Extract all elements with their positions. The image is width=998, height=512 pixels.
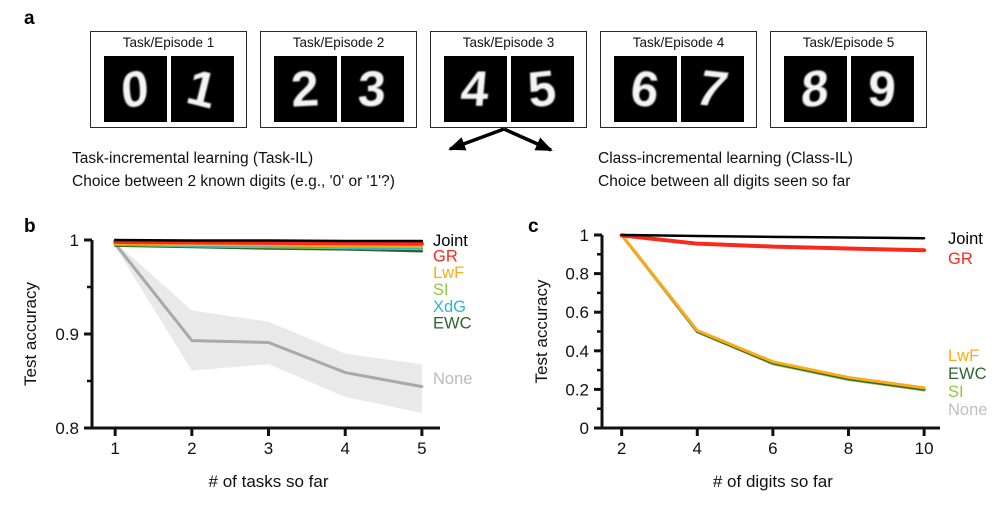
mnist-digit-glyph: 2 [289, 60, 321, 118]
y-tick-label: 1 [580, 226, 589, 245]
mnist-digit-image: 1 [170, 56, 234, 122]
x-tick-label: 10 [915, 439, 934, 458]
mnist-digit-image: 2 [273, 56, 337, 122]
legend-label-none: None [948, 401, 987, 419]
panel-a-label: a [24, 8, 35, 29]
x-tick-label: 3 [264, 439, 273, 458]
series-line-ewc [620, 233, 926, 391]
task-il-line1: Task-incremental learning (Task-IL) [72, 150, 314, 167]
mnist-digit-glyph: 4 [458, 61, 492, 117]
task-episode-title: Task/Episode 2 [292, 35, 385, 50]
confidence-band-none [115, 241, 422, 413]
arrow-to-task-il [448, 127, 505, 151]
y-tick-label: 0.6 [565, 303, 589, 322]
mnist-digit-image: 4 [443, 56, 507, 122]
x-tick-label: 1 [110, 439, 119, 458]
legend-label-xdg: XdG [433, 298, 466, 316]
mnist-digit-glyph: 5 [525, 59, 559, 119]
x-axis-title: # of tasks so far [209, 472, 329, 491]
legend-label-ewc: EWC [948, 365, 987, 383]
x-tick-label: 2 [187, 439, 196, 458]
legend-label-joint: Joint [433, 232, 468, 250]
series-line-none [620, 233, 926, 392]
mnist-digit-image: 5 [510, 56, 574, 122]
legend-label-gr: GR [948, 250, 973, 268]
series-line-joint [620, 233, 926, 240]
task-episode-title: Task/Episode 4 [632, 35, 725, 50]
task-episode-title: Task/Episode 3 [462, 35, 555, 50]
y-axis-title: Test accuracy [532, 279, 551, 383]
legend-label-si: SI [948, 383, 964, 401]
mnist-digit-image: 0 [103, 56, 167, 122]
mnist-digit-glyph: 0 [119, 57, 151, 121]
series-line-gr [113, 239, 424, 246]
mnist-digit-glyph: 1 [181, 58, 223, 120]
class-il-line1: Class-incremental learning (Class-IL) [598, 150, 853, 167]
legend-label-si: SI [433, 281, 449, 299]
mnist-digit-image: 8 [783, 56, 847, 122]
panel-b-label: b [24, 216, 36, 237]
series-line-si [620, 233, 926, 392]
legend-label-none: None [433, 370, 472, 388]
task-il-description: Task-incremental learning (Task-IL) Choi… [72, 148, 395, 193]
panel-c-label: c [528, 216, 539, 237]
series-line-lwf [113, 242, 424, 248]
legend-label-lwf: LwF [948, 347, 979, 365]
class-il-line2: Choice between all digits seen so far [598, 172, 851, 190]
x-tick-label: 5 [417, 439, 426, 458]
task-il-accuracy-chart: 1 2 3 4 5 0.8 0.9 1 # of tasks so far Test accura… [21, 231, 472, 491]
series-line-lwf [620, 233, 926, 390]
y-tick-label: 0.8 [55, 419, 79, 438]
mnist-digit-glyph: 8 [800, 58, 830, 120]
mnist-digit-glyph: 9 [866, 60, 898, 118]
x-tick-label: 8 [844, 439, 853, 458]
mnist-digit-image: 6 [613, 56, 677, 122]
mnist-digit-image: 7 [680, 56, 744, 122]
y-tick-label: 0 [580, 419, 589, 438]
mnist-digit-glyph: 3 [357, 60, 387, 118]
legend-label-gr: GR [433, 248, 458, 266]
x-tick-label: 4 [693, 439, 702, 458]
y-tick-label: 0.4 [565, 342, 589, 361]
y-tick-label: 0.9 [55, 325, 79, 344]
x-tick-label: 2 [617, 439, 626, 458]
task-episode-title: Task/Episode 1 [122, 35, 215, 50]
class-il-accuracy-chart: 2 4 6 8 10 0 0.2 0.4 0.6 0.8 1 # of digits so far Te… [532, 226, 987, 491]
mnist-digit-image: 9 [850, 56, 914, 122]
series-line-gr [619, 233, 927, 253]
mnist-digit-image: 3 [340, 56, 404, 122]
x-axis-title: # of digits so far [713, 472, 833, 491]
arrow-to-class-il [503, 127, 553, 152]
task-episode-title: Task/Episode 5 [802, 35, 895, 50]
series-line-joint [113, 238, 424, 243]
class-il-description: Class-incremental learning (Class-IL) Ch… [598, 148, 853, 193]
series-line-none [113, 242, 424, 389]
legend-label-joint: Joint [948, 230, 983, 248]
y-axis-title: Test accuracy [21, 282, 40, 386]
legend-label-ewc: EWC [433, 314, 472, 332]
y-tick-label: 0.8 [565, 265, 589, 284]
x-tick-label: 4 [340, 439, 349, 458]
task-il-line2: Choice between 2 known digits (e.g., '0'… [72, 172, 395, 190]
mnist-digit-glyph: 7 [690, 60, 734, 118]
y-tick-label: 0.2 [565, 380, 589, 399]
legend-label-lwf: LwF [433, 264, 464, 282]
mnist-digit-glyph: 6 [627, 59, 663, 119]
y-tick-label: 1 [70, 231, 79, 250]
x-tick-label: 6 [768, 439, 777, 458]
